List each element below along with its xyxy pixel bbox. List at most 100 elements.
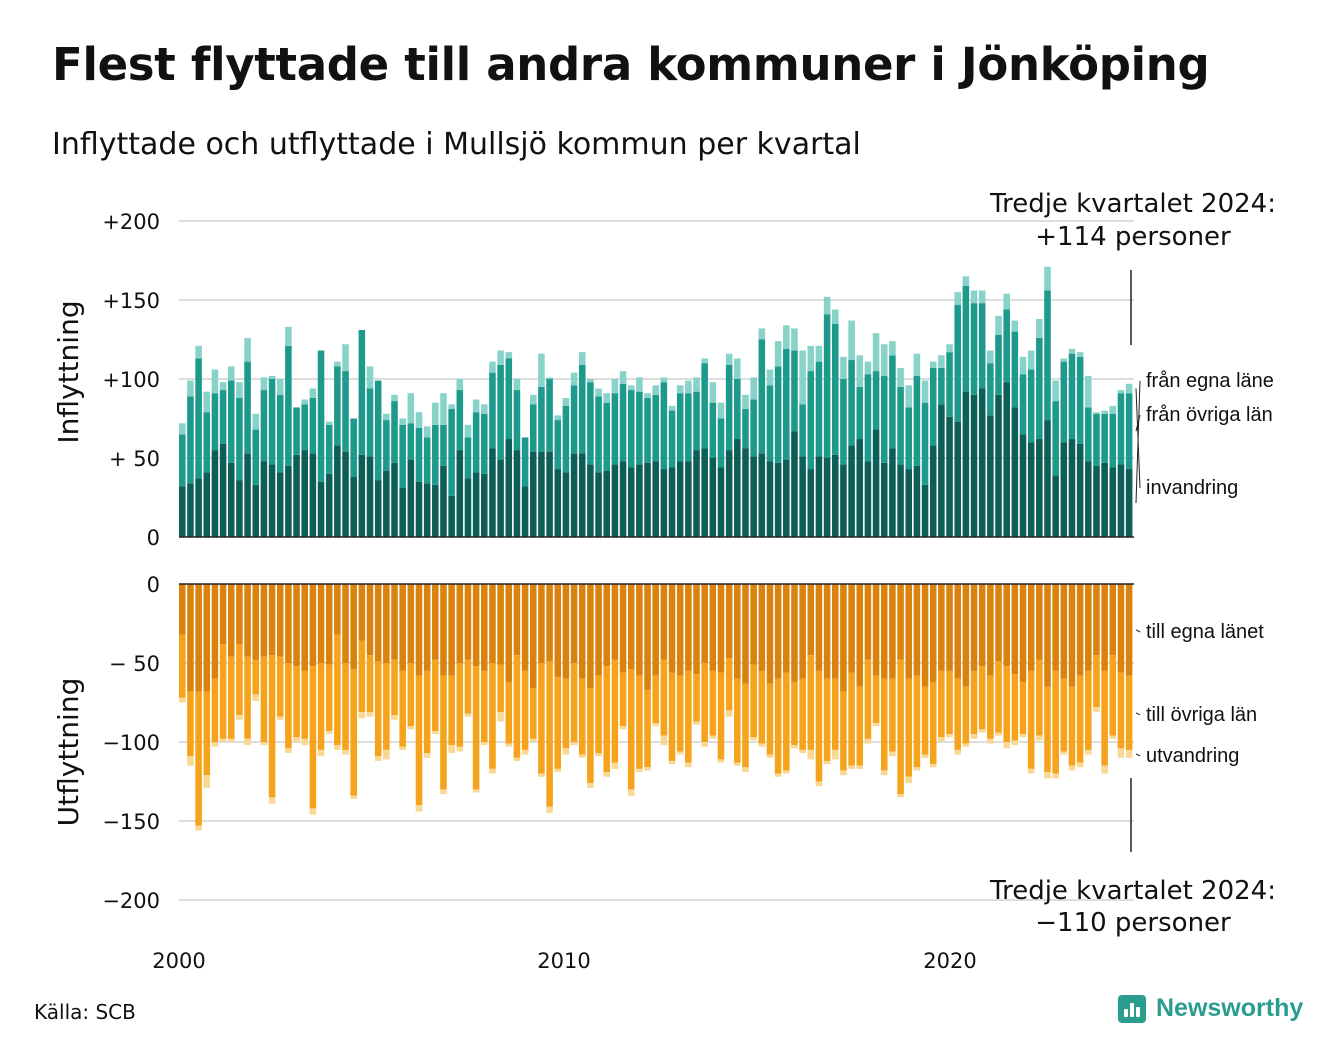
bar-out-1 [587, 688, 594, 784]
bar-in-0 [611, 464, 619, 537]
bar-in-0 [309, 453, 317, 537]
bar-out-2 [505, 743, 513, 747]
bar-out-1 [472, 666, 480, 790]
bar-out-1 [1036, 659, 1043, 736]
bar-out-2 [872, 723, 880, 727]
series-label-out: till övriga län [1146, 704, 1257, 726]
bar-in-2 [260, 377, 268, 391]
bar-in-0 [472, 472, 480, 537]
bar-in-1 [913, 375, 921, 466]
bar-in-0 [570, 453, 578, 537]
series-label-in: invandring [1146, 477, 1238, 499]
bar-in-1 [179, 434, 186, 487]
bar-out-1 [644, 689, 651, 768]
bar-in-2 [472, 399, 480, 413]
bar-out-2 [293, 737, 300, 742]
bar-out-1 [383, 663, 390, 750]
bar-out-0 [807, 584, 815, 656]
bar-out-0 [391, 584, 398, 660]
bar-out-2 [187, 756, 194, 766]
bar-in-2 [309, 388, 317, 398]
bar-in-0 [285, 465, 292, 537]
bar-in-0 [399, 488, 406, 537]
bar-out-1 [1011, 674, 1019, 741]
bar-in-0 [219, 443, 227, 537]
bar-in-2 [864, 361, 872, 375]
bar-out-0 [578, 584, 586, 679]
bar-in-0 [823, 458, 831, 537]
bar-out-1 [962, 686, 970, 744]
bar-in-2 [529, 394, 537, 405]
bar-in-1 [848, 360, 855, 446]
bar-out-2 [627, 789, 635, 796]
bar-out-0 [497, 584, 504, 665]
bar-out-2 [325, 730, 333, 735]
bar-out-1 [889, 678, 896, 752]
bar-out-0 [1101, 584, 1108, 671]
bar-out-1 [897, 659, 904, 795]
bar-out-2 [195, 825, 202, 831]
bar-out-2 [856, 765, 864, 769]
bar-in-0 [619, 461, 627, 537]
bar-out-2 [211, 742, 219, 747]
bar-out-2 [929, 764, 937, 768]
bar-in-1 [1019, 374, 1027, 435]
bar-out-0 [1019, 584, 1027, 682]
bar-in-2 [717, 402, 725, 419]
x-tick-label: 2000 [152, 949, 205, 973]
bar-in-0 [423, 483, 431, 537]
bar-out-1 [766, 683, 774, 755]
bar-in-1 [497, 364, 504, 460]
bar-out-1 [636, 675, 643, 769]
bar-out-2 [513, 757, 521, 761]
bar-in-1 [603, 402, 611, 471]
bar-out-2 [783, 770, 790, 774]
bar-out-2 [407, 726, 415, 730]
bar-in-2 [701, 358, 708, 364]
bar-in-0 [554, 469, 562, 537]
y-tick-label: +150 [102, 289, 160, 313]
bar-in-0 [481, 473, 488, 537]
bar-out-2 [1011, 740, 1019, 746]
bar-out-2 [889, 751, 896, 757]
bar-in-1 [807, 371, 815, 470]
bar-out-0 [440, 584, 447, 676]
bar-out-1 [840, 691, 847, 771]
bar-out-1 [1076, 675, 1084, 763]
bar-out-2 [440, 789, 447, 795]
bar-out-2 [717, 759, 725, 763]
bar-out-1 [1085, 670, 1092, 750]
bar-out-1 [864, 659, 872, 739]
bar-in-0 [505, 439, 513, 537]
bar-out-0 [970, 584, 978, 671]
bar-in-0 [889, 448, 896, 537]
bar-in-1 [815, 361, 823, 457]
bar-in-0 [1085, 461, 1092, 537]
bar-in-0 [1011, 407, 1019, 537]
bar-in-2 [799, 350, 806, 405]
bar-in-1 [938, 367, 945, 405]
bar-in-2 [399, 418, 406, 425]
bar-in-2 [570, 372, 578, 386]
bar-out-1 [1060, 678, 1068, 752]
bar-in-0 [970, 394, 978, 537]
bar-in-1 [407, 423, 415, 460]
bar-in-0 [815, 456, 823, 537]
bar-out-2 [880, 770, 888, 776]
bar-in-1 [358, 330, 366, 455]
bar-out-0 [725, 584, 733, 659]
bar-in-0 [636, 464, 643, 537]
bar-out-1 [660, 659, 668, 736]
bar-out-2 [652, 723, 659, 727]
bar-in-1 [309, 397, 317, 454]
bar-in-2 [1011, 320, 1019, 332]
bar-in-0 [358, 454, 366, 537]
bar-in-0 [595, 472, 602, 537]
bar-in-1 [456, 390, 464, 451]
bar-out-0 [1044, 584, 1051, 687]
bar-out-0 [260, 584, 268, 657]
bar-in-0 [317, 481, 325, 537]
bar-out-2 [840, 770, 847, 776]
bar-out-1 [432, 659, 439, 731]
bar-in-1 [929, 367, 937, 446]
